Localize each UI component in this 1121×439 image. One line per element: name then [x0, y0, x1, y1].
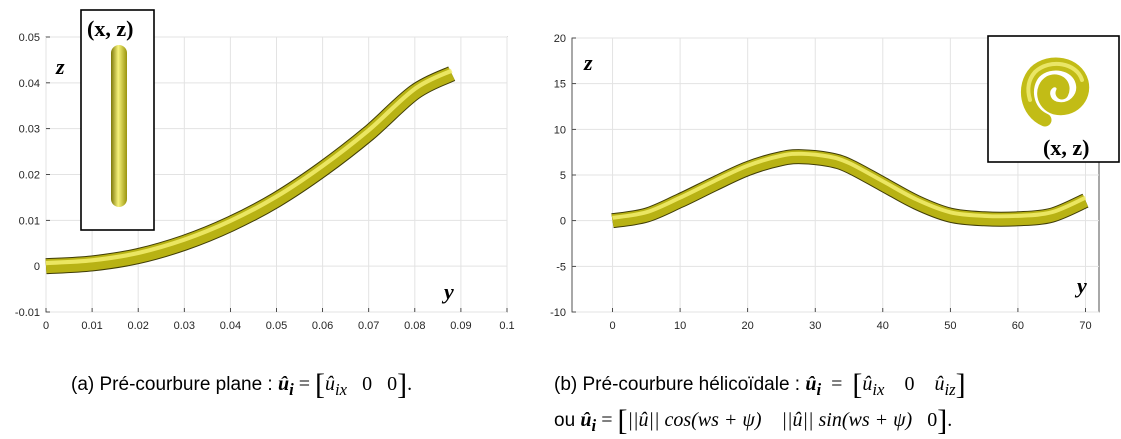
chart-a-inset: (x, z)	[80, 9, 155, 231]
chart-a-x-axis-label: y	[441, 279, 454, 304]
caption-b-end: .	[947, 409, 953, 431]
x-tick-label: 0.07	[358, 320, 379, 332]
chart-a-inset-rod	[111, 45, 127, 207]
x-tick-label: 0	[609, 320, 615, 332]
chart-b-x-axis-label: y	[1074, 273, 1087, 298]
x-tick-label: 0.01	[81, 320, 102, 332]
y-tick-label: 20	[554, 33, 566, 45]
chart-b: 0 10 20 30 40 50 60 70 -10 -5 0 5 10 15 20 z y (x, z)	[550, 33, 1120, 332]
caption-b-prefix: (b) Pré-courbure hélicoïdale :	[554, 374, 801, 395]
y-tick-label: 0.01	[19, 215, 40, 227]
caption-b-l2-m3: 0	[927, 409, 938, 431]
caption-b-m3-sub: iz	[944, 380, 956, 399]
y-tick-label: 0	[560, 216, 566, 228]
y-tick-label: 0.05	[19, 32, 40, 44]
y-tick-label: 10	[554, 124, 566, 136]
x-tick-label: 50	[944, 320, 956, 332]
chart-b-inset-spiral-highlight	[1026, 61, 1084, 102]
caption-b-symbol: û	[805, 373, 817, 395]
chart-b-inset-frame	[987, 35, 1120, 163]
caption-b-m1: û	[862, 373, 873, 395]
series-line	[611, 150, 1089, 228]
x-tick-label: 0.03	[174, 320, 195, 332]
caption-b-m3: û	[934, 373, 945, 395]
caption-a-equals: =	[298, 373, 311, 395]
chart-a: 0 0.01 0.02 0.03 0.04 0.05 0.06 0.07 0.08 0.09 0.1…	[15, 9, 515, 332]
x-tick-label: 0.04	[220, 320, 241, 332]
series-line-highlight	[45, 68, 453, 266]
x-tick-label: 0.06	[312, 320, 333, 332]
y-tick-label: -0.01	[15, 307, 40, 319]
x-tick-label: 30	[809, 320, 821, 332]
x-tick-label: 0.09	[450, 320, 471, 332]
caption-b-l2-symbol-sub: i	[591, 416, 597, 435]
caption-b-formula-2: ûi = [||û|| cos(ws + ψ) ||û|| sin(ws + ψ…	[580, 404, 953, 437]
caption-b-l2-m2: ||û|| sin(ws + ψ)	[781, 409, 913, 431]
caption-b-l2-m1: ||û|| cos(ws + ψ)	[627, 409, 762, 431]
caption-b-equals: =	[831, 373, 843, 395]
caption-b-formula: ûi = [ûix 0 ûiz]	[805, 368, 966, 401]
x-tick-label: 60	[1012, 320, 1024, 332]
caption-b-m2: 0	[904, 373, 915, 395]
x-tick-label: 20	[742, 320, 754, 332]
caption-a-m1: û	[325, 373, 336, 395]
caption-a-symbol-sub: i	[289, 380, 294, 399]
caption-a-m2: 0	[362, 373, 373, 395]
series-line	[45, 67, 455, 274]
chart-a-inset-label: (x, z)	[87, 16, 133, 41]
chart-b-series	[611, 149, 1089, 229]
x-tick-label: 0.02	[127, 320, 148, 332]
caption-a-symbol: û	[278, 373, 290, 395]
chart-a-series	[45, 66, 456, 275]
y-tick-label: 0.03	[19, 124, 40, 136]
chart-b-grid	[572, 37, 1099, 313]
x-tick-label: 10	[674, 320, 686, 332]
chart-b-x-ticks: 0 10 20 30 40 50 60 70	[609, 308, 1092, 332]
caption-b-l2-symbol: û	[580, 409, 592, 431]
y-tick-label: 15	[554, 79, 566, 91]
caption-b-line-2: ou ûi = [||û|| cos(ws + ψ) ||û|| sin(ws …	[554, 404, 952, 438]
caption-b-symbol-sub: i	[816, 380, 822, 399]
caption-a-end: .	[407, 373, 413, 395]
caption-b-line2-prefix: ou	[554, 410, 576, 431]
chart-a-y-axis-label: z	[55, 54, 65, 79]
caption-a-m1-sub: ix	[335, 380, 348, 399]
y-tick-label: 0.04	[19, 78, 40, 90]
x-tick-label: 0	[43, 320, 49, 332]
y-tick-label: 0.02	[19, 170, 40, 182]
x-tick-label: 70	[1079, 320, 1091, 332]
x-tick-label: 0.1	[499, 320, 514, 332]
chart-a-y-ticks: -0.01 0 0.01 0.02 0.03 0.04 0.05	[15, 32, 50, 319]
y-tick-label: -10	[550, 307, 566, 319]
x-tick-label: 0.05	[266, 320, 287, 332]
y-tick-label: 0	[34, 261, 40, 273]
caption-a: (a) Pré-courbure plane : ûi = [ûix 0 0].	[71, 368, 412, 402]
chart-b-y-ticks: -10 -5 0 5 10 15 20	[550, 33, 576, 319]
chart-b-inset-label: (x, z)	[1043, 135, 1089, 160]
caption-b-m1-sub: ix	[872, 380, 885, 399]
series-line-highlight	[612, 151, 1087, 220]
x-tick-label: 40	[877, 320, 889, 332]
chart-b-y-axis-label: z	[583, 50, 593, 75]
chart-b-inset: (x, z)	[987, 35, 1120, 163]
x-tick-label: 0.08	[404, 320, 425, 332]
caption-a-m3: 0	[387, 373, 398, 395]
y-tick-label: 5	[560, 170, 566, 182]
caption-a-formula: ûi = [ûix 0 0].	[278, 368, 413, 401]
y-tick-label: -5	[556, 261, 566, 273]
caption-b-line-1: (b) Pré-courbure hélicoïdale : ûi = [ûix…	[554, 368, 966, 402]
chart-a-x-ticks: 0 0.01 0.02 0.03 0.04 0.05 0.06 0.07 0.08 0.09 0.1	[43, 308, 515, 332]
caption-a-prefix: (a) Pré-courbure plane :	[71, 374, 273, 395]
caption-b-l2-equals: =	[601, 409, 613, 431]
